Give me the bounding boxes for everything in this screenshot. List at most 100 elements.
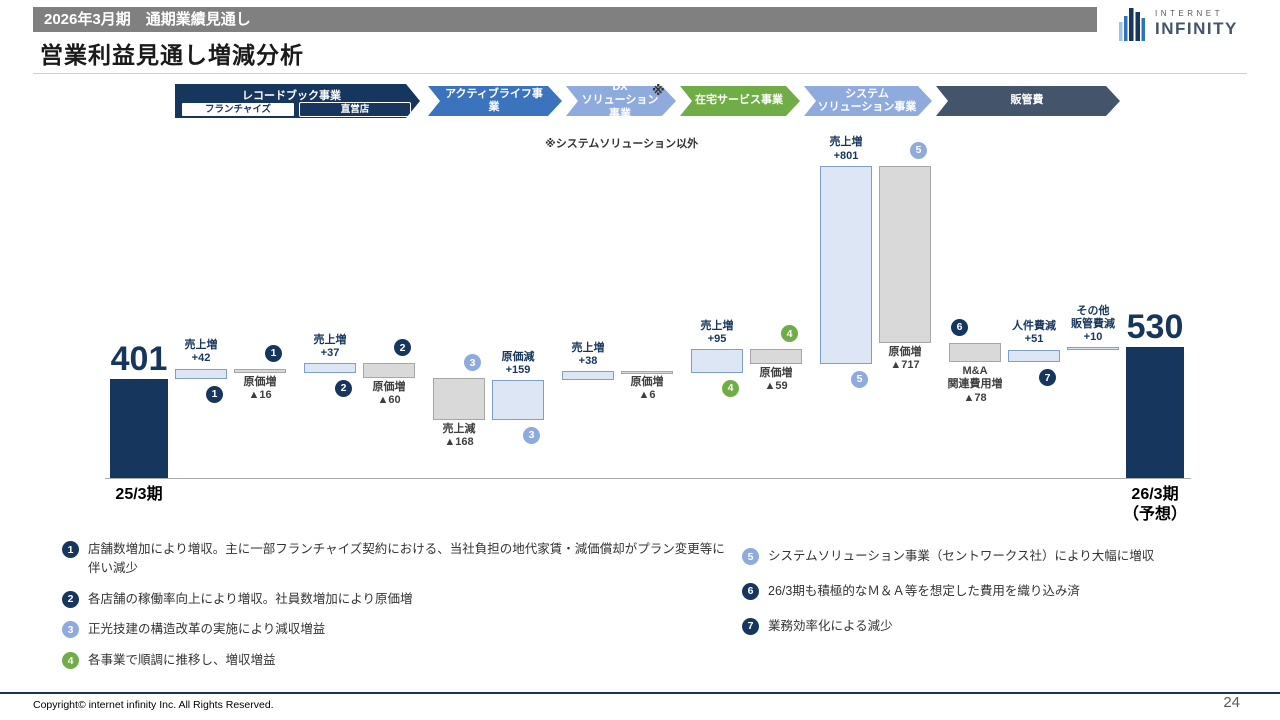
footnotes-left: 1 店舗数増加により増収。主に一部フランチャイズ契約における、当社負担の地代家賃・…	[62, 540, 730, 670]
logo-line1: INTERNET	[1155, 9, 1223, 18]
footnote-text-7: 業務効率化による減少	[768, 618, 893, 633]
footnote-text-1: 店舗数増加により増収。主に一部フランチャイズ契約における、当社負担の地代家賃・減…	[88, 542, 725, 575]
start-total-value: 401	[110, 339, 168, 378]
note-marker-1: 1	[265, 344, 282, 362]
end-period-label: 26/3期 （予想）	[1122, 486, 1187, 523]
header-bar: 2026年3月期 通期業績見通し	[33, 7, 1097, 32]
end-total-bar	[1126, 347, 1184, 478]
bar-label-8: 原価増 ▲6	[630, 375, 664, 401]
footnote-marker-7: 7	[742, 617, 759, 635]
waterfall-bar-9	[691, 349, 743, 373]
footnote-1: 1 店舗数増加により増収。主に一部フランチャイズ契約における、当社負担の地代家賃・…	[62, 540, 730, 578]
legend-segment-title: レコードブック事業	[242, 90, 341, 102]
legend-segment-2: アクティブライフ事業	[428, 86, 562, 116]
note-marker-3: 3	[464, 354, 481, 372]
waterfall-bar-7	[562, 371, 614, 381]
page-number: 24	[1223, 694, 1240, 711]
waterfall-bar-1	[175, 368, 227, 379]
footnote-3: 3 正光技建の構造改革の実施により減収増益	[62, 620, 730, 639]
footnote-marker-4: 4	[62, 652, 79, 669]
copyright-text: Copyright© internet infinity Inc. All Ri…	[33, 699, 274, 711]
dx-note-mark: ※	[652, 83, 665, 98]
note-marker-2: 2	[394, 339, 411, 357]
title-separator	[33, 73, 1247, 74]
note-marker-1: 1	[206, 385, 223, 403]
header-title: 2026年3月期 通期業績見通し	[44, 11, 251, 28]
note-marker-5: 5	[851, 370, 868, 388]
footnote-marker-5: 5	[742, 548, 759, 565]
footnote-marker-6: 6	[742, 582, 759, 600]
footnote-text-2: 各店舗の稼働率向上により増収。社員数増加により原価増	[88, 591, 413, 606]
waterfall-bar-8	[621, 371, 673, 375]
bar-label-14: 人件費減 +51	[1012, 320, 1056, 346]
page-title: 営業利益見通し増減分析	[40, 42, 304, 68]
legend-note: ※システムソリューション以外	[545, 138, 699, 150]
waterfall-bar-6	[492, 380, 544, 420]
legend-segment-label: システム ソリューション事業	[817, 87, 917, 113]
footnote-text-5: システムソリューション事業（セントワークス社）により大幅に増収	[768, 549, 1155, 563]
note-marker-4: 4	[781, 325, 798, 343]
footnote-marker-3: 3	[62, 621, 79, 639]
footnote-text-6: 26/3期も積極的なＭ＆Ａ等を想定した費用を織り込み済	[768, 583, 1080, 598]
company-logo: INTERNET INFINITY	[1118, 6, 1238, 42]
legend-segment-6: 販管費	[936, 86, 1120, 116]
footnote-text-3: 正光技建の構造改革の実施により減収増益	[88, 622, 326, 637]
bar-label-1: 売上増 +42	[184, 339, 218, 365]
note-marker-3: 3	[523, 426, 540, 444]
legend-segment-label: アクティブライフ事業	[445, 87, 543, 113]
waterfall-bar-3	[304, 363, 356, 373]
bar-label-13: M&A 関連費用増 ▲78	[947, 365, 1003, 404]
logo-line2: INFINITY	[1155, 19, 1238, 38]
bar-label-11: 売上増 +801	[829, 136, 863, 162]
start-period-label: 25/3期	[115, 486, 163, 503]
legend-segment-3: DX ソリューション事業	[566, 86, 676, 116]
logo-mark-icon	[1119, 8, 1145, 41]
bar-label-2: 原価増 ▲16	[243, 375, 277, 401]
chart-baseline	[105, 478, 1191, 479]
waterfall-bar-11	[820, 165, 872, 364]
footnote-marker-2: 2	[62, 590, 79, 608]
bar-label-6: 原価減 +159	[501, 351, 535, 377]
waterfall-bar-14	[1008, 349, 1060, 363]
footer-line	[0, 692, 1280, 694]
waterfall-bar-13	[949, 342, 1001, 363]
note-marker-2: 2	[335, 379, 352, 397]
footnote-marker-1: 1	[62, 541, 79, 558]
end-total-value: 530	[1126, 308, 1184, 347]
legend-segment-4: 在宅サービス事業	[680, 86, 800, 116]
legend-segment-5: システム ソリューション事業	[804, 86, 932, 116]
waterfall-bar-2	[234, 368, 286, 373]
bar-label-12: 原価増 ▲717	[888, 345, 922, 372]
footnote-4: 4 各事業で順調に推移し、増収増益	[62, 651, 730, 670]
footnote-6: 6 26/3期も積極的なＭ＆Ａ等を想定した費用を織り込み済	[742, 582, 1247, 601]
footnotes-right: 5 システムソリューション事業（セントワークス社）により大幅に増収 6 26/3期も積…	[742, 547, 1247, 635]
footnote-5: 5 システムソリューション事業（セントワークス社）により大幅に増収	[742, 547, 1247, 566]
note-marker-6: 6	[951, 318, 968, 336]
waterfall-bar-10	[750, 349, 802, 364]
note-marker-5: 5	[910, 141, 927, 159]
bar-label-5: 売上減 ▲168	[442, 422, 476, 448]
note-marker-7: 7	[1039, 369, 1056, 387]
start-total-bar	[110, 378, 168, 478]
waterfall-bar-4	[363, 363, 415, 379]
bar-label-10: 原価増 ▲59	[759, 366, 793, 392]
legend-segment-label: 在宅サービス事業	[695, 94, 783, 107]
footnote-2: 2 各店舗の稼働率向上により増収。社員数増加により原価増	[62, 590, 730, 609]
legend-segment-label: 販管費	[1010, 94, 1044, 107]
logo-text: INTERNET INFINITY	[1155, 9, 1238, 39]
legend-sub-direct: 直営店	[299, 102, 411, 117]
legend-segment-1: レコードブック事業 フランチャイズ 直営店	[175, 84, 420, 118]
bar-label-3: 売上増 +37	[313, 334, 347, 360]
bar-label-15: その他 販管費減 +10	[1071, 304, 1115, 343]
waterfall-bar-15	[1067, 347, 1119, 351]
waterfall-bar-5	[433, 378, 485, 420]
footnote-7: 7 業務効率化による減少	[742, 617, 1247, 636]
footnote-text-4: 各事業で順調に推移し、増収増益	[88, 653, 276, 667]
bar-label-7: 売上増 +38	[571, 341, 605, 367]
legend-sub-franchise: フランチャイズ	[181, 102, 295, 117]
waterfall-bar-12	[879, 165, 931, 343]
bar-label-9: 売上増 +95	[700, 319, 734, 345]
note-marker-4: 4	[722, 379, 739, 397]
bar-label-4: 原価増 ▲60	[372, 381, 406, 407]
